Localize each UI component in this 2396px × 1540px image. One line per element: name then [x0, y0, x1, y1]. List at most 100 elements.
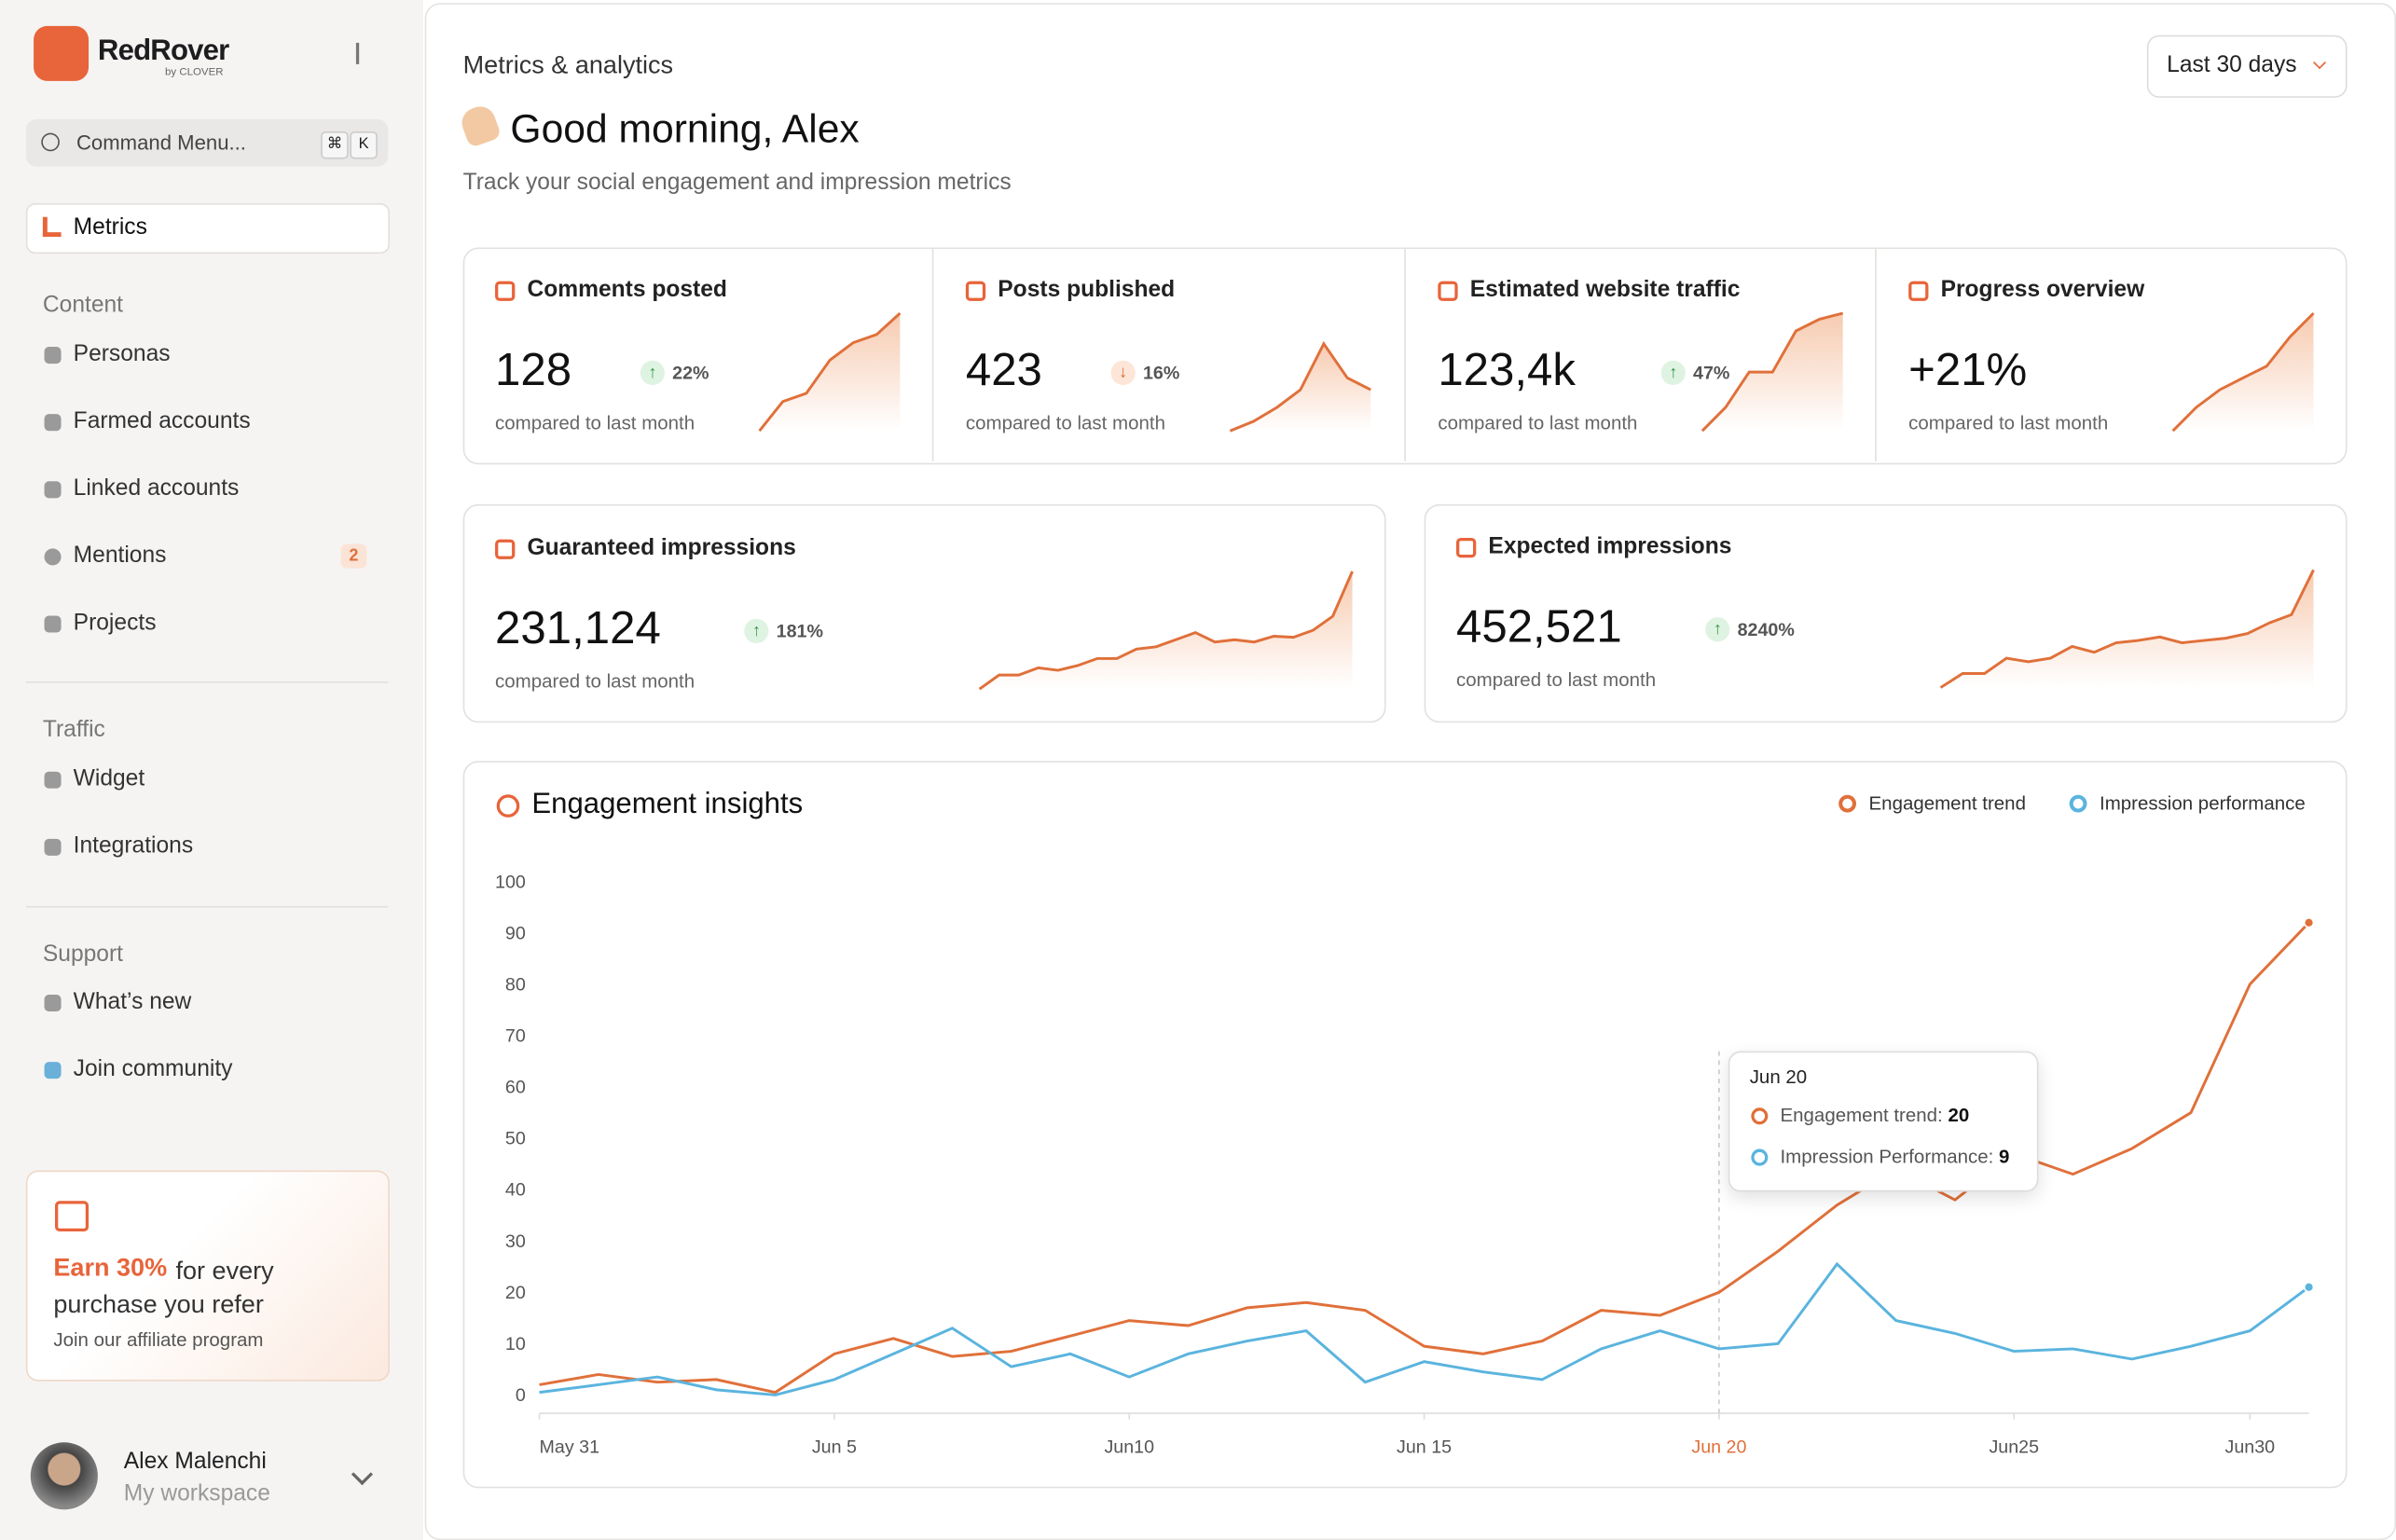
- kpi-title: Posts published: [998, 276, 1176, 303]
- icon: [44, 771, 62, 789]
- spark-area: [1230, 343, 1371, 432]
- key: ⌘: [321, 131, 349, 159]
- kpi-note: compared to last month: [1438, 412, 1638, 434]
- nav-item[interactable]: What’s new: [73, 988, 192, 1015]
- collapse-button[interactable]: [355, 42, 380, 64]
- search-icon: [41, 132, 60, 152]
- promo-sub: Join our affiliate program: [53, 1328, 264, 1351]
- divider: [1875, 249, 1877, 461]
- sparkline: [978, 571, 1354, 691]
- nav-item[interactable]: Mentions: [73, 542, 167, 569]
- spark-area: [979, 571, 1353, 690]
- change-arrow: ↑: [744, 618, 769, 644]
- chart-icon: [496, 794, 520, 818]
- gift-icon: [55, 1201, 90, 1232]
- avatar[interactable]: [30, 1442, 98, 1510]
- x-tick-label: Jun10: [1104, 1437, 1154, 1458]
- x-tick-label: Jun30: [2225, 1437, 2276, 1458]
- y-tick-label: 0: [516, 1385, 526, 1406]
- kpi-note: compared to last month: [495, 412, 695, 434]
- y-tick-label: 70: [505, 1025, 526, 1046]
- greeting: Good morning, Alex: [510, 105, 860, 152]
- legend-label: Engagement trend: [1869, 793, 2026, 815]
- tooltip-label: Engagement trend:: [1780, 1105, 1943, 1126]
- kpi-change: 8240%: [1737, 618, 1795, 640]
- y-tick-label: 10: [505, 1334, 526, 1354]
- spark-area: [2172, 313, 2314, 432]
- x-tick-label: Jun 15: [1397, 1437, 1452, 1458]
- y-tick-label: 90: [505, 923, 526, 943]
- kpi-icon: [495, 281, 516, 301]
- breadcrumb: Metrics & analytics: [462, 51, 674, 80]
- divider: [1404, 249, 1406, 461]
- nav-item[interactable]: Projects: [73, 609, 157, 636]
- brand: RedRover: [97, 34, 229, 68]
- range-select[interactable]: [2146, 34, 2348, 98]
- kpi-value: 123,4k: [1438, 345, 1576, 396]
- kpi-title: Expected impressions: [1488, 533, 1732, 559]
- nav-item[interactable]: Linked accounts: [73, 474, 240, 502]
- kpi-icon: [1908, 281, 1929, 301]
- tooltip-title: Jun 20: [1749, 1066, 1808, 1088]
- nav-item[interactable]: Widget: [73, 765, 145, 792]
- tooltip-value: 20: [1948, 1105, 1970, 1126]
- tooltip-row: Engagement trend: 20: [1780, 1105, 1969, 1126]
- sparkline: [1701, 311, 1844, 433]
- kpi-value: +21%: [1908, 345, 2028, 396]
- y-tick-label: 20: [505, 1283, 526, 1303]
- command-placeholder: Command Menu...: [76, 131, 246, 155]
- nav-item[interactable]: Personas: [73, 340, 171, 367]
- y-tick-label: 30: [505, 1231, 526, 1252]
- kpi-note: compared to last month: [965, 412, 1165, 434]
- workspace: My workspace: [123, 1480, 270, 1507]
- kpi-title: Comments posted: [527, 276, 727, 303]
- icon: [44, 995, 62, 1012]
- y-tick-label: 100: [495, 872, 526, 892]
- divider: [931, 249, 934, 461]
- metrics-icon: [42, 216, 62, 238]
- icon: [44, 838, 62, 856]
- kpi-value: 423: [965, 345, 1042, 396]
- kpi-value: 231,124: [495, 603, 661, 654]
- kpi-change: 47%: [1693, 362, 1730, 384]
- tooltip: [1728, 1051, 2039, 1192]
- nav-item[interactable]: Join community: [73, 1055, 233, 1082]
- kpi-note: compared to last month: [1908, 412, 2109, 434]
- range-label: Last 30 days: [2167, 51, 2297, 78]
- change-arrow: ↑: [1705, 617, 1730, 642]
- icon: [44, 615, 62, 633]
- brand-sub: by CLOVER: [165, 67, 224, 78]
- nav-active[interactable]: [25, 202, 390, 254]
- logo: [34, 25, 90, 81]
- spark-area: [1940, 570, 2314, 688]
- series-line: [539, 1261, 2310, 1396]
- nav-item[interactable]: Farmed accounts: [73, 407, 251, 434]
- tooltip-value: 9: [1999, 1146, 2010, 1168]
- tooltip-row: Impression Performance: 9: [1780, 1146, 2009, 1167]
- kpi-note: compared to last month: [495, 670, 695, 693]
- x-tick-label: Jun 20: [1691, 1437, 1746, 1458]
- x-tick-label: Jun 5: [812, 1437, 857, 1458]
- sparkline: [758, 311, 902, 433]
- section-title: Content: [42, 292, 124, 318]
- tooltip-dot: [1751, 1148, 1769, 1166]
- kpi-value: 128: [495, 345, 572, 396]
- kpi-change: 22%: [672, 362, 709, 384]
- icon: [44, 1062, 62, 1079]
- icon: [44, 414, 62, 432]
- kpi-title: Estimated website traffic: [1469, 276, 1741, 303]
- kpi-title: Guaranteed impressions: [527, 534, 796, 561]
- y-tick-label: 40: [505, 1180, 526, 1201]
- y-tick-label: 60: [505, 1078, 526, 1098]
- kpi-icon: [1438, 281, 1458, 301]
- nav-item[interactable]: Metrics: [73, 213, 147, 241]
- chart-title: Engagement insights: [531, 788, 804, 821]
- y-tick-label: 50: [505, 1129, 526, 1149]
- sidebar: RedRover by CLOVER Command Menu... ⌘ K M…: [0, 0, 424, 1540]
- nav-item[interactable]: Integrations: [73, 832, 194, 859]
- change-arrow: ↑: [1110, 360, 1136, 386]
- legend-dot: [2069, 794, 2087, 813]
- sparkline: [2171, 311, 2315, 433]
